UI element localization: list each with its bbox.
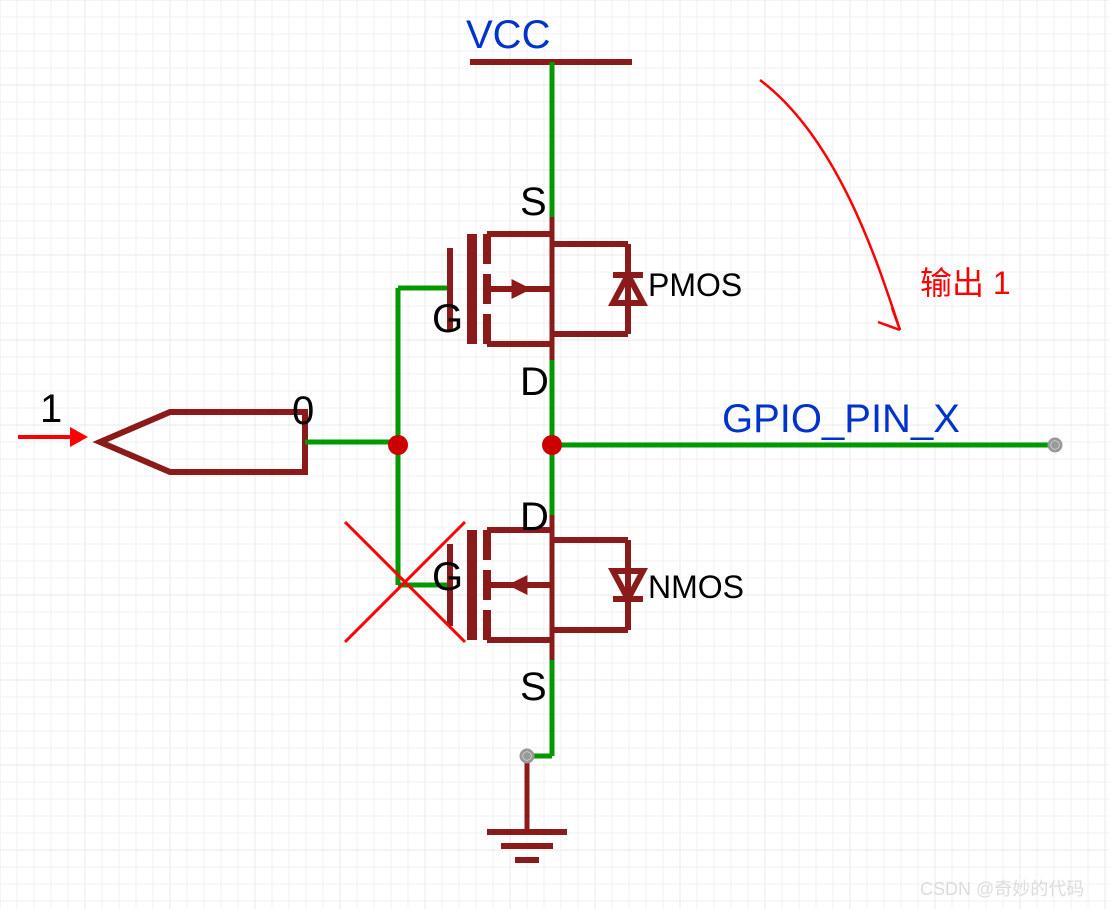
pmos-gate-label: G — [432, 297, 463, 341]
nmos-gate-label: G — [432, 555, 463, 599]
nmos-drain-label: D — [520, 495, 549, 539]
watermark-text: CSDN @奇妙的代码 — [920, 879, 1084, 899]
nmos-transistor — [450, 530, 643, 640]
junction-layer — [388, 435, 562, 455]
pmos-type-label: PMOS — [648, 267, 742, 303]
pmos-drain-label: D — [520, 360, 549, 404]
circuit-schematic: VCC GPIO_PIN_X 0 S G D PMOS D G S NMOS 1… — [0, 0, 1109, 909]
nmos-type-label: NMOS — [648, 569, 744, 605]
output-annotation-label: 输出 1 — [920, 265, 1011, 301]
nmos-source-label: S — [520, 665, 547, 709]
output-flow-arrow-annotation — [760, 80, 900, 330]
buffer-output-label: 0 — [292, 389, 314, 433]
input-value-label: 1 — [40, 387, 62, 431]
gpio-pin-label: GPIO_PIN_X — [722, 397, 960, 441]
pmos-source-label: S — [520, 180, 547, 224]
vcc-label: VCC — [466, 13, 550, 57]
